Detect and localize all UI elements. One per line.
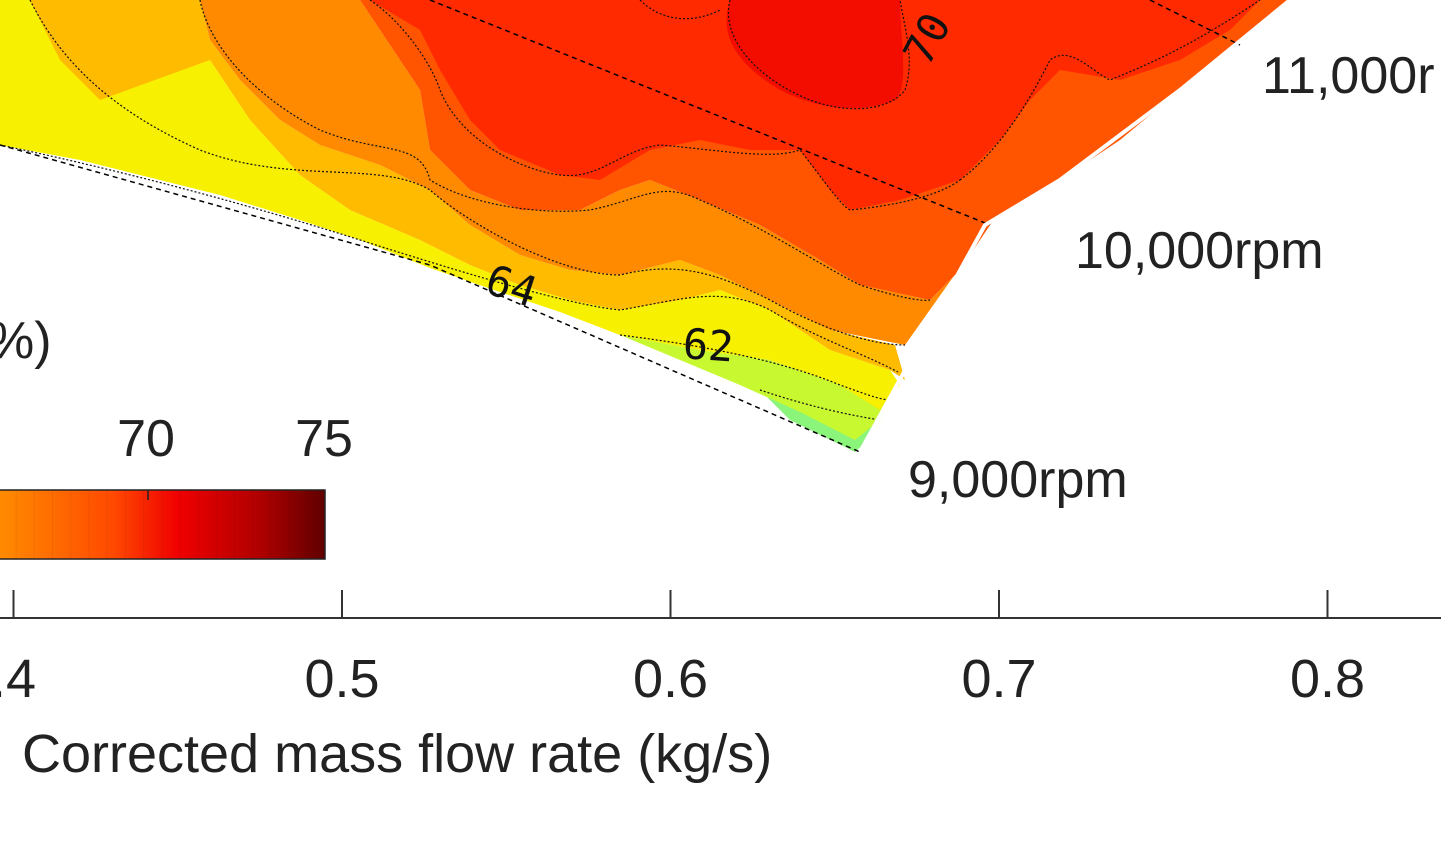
speed-line-10000 (429, 0, 991, 226)
speed-line-group (0, 0, 1241, 453)
surge-line (0, 144, 861, 453)
x-axis-title: Corrected mass flow rate (kg/s) (22, 724, 772, 784)
contour-line-65 (29, 0, 906, 346)
contour-label-62: 62 (681, 319, 735, 371)
speed-label-11000: 11,000r (1262, 47, 1435, 105)
x-axis: .4 0.5 0.6 0.7 0.8 Corrected mass flow rate … (0, 590, 1441, 784)
contour-line-69 (639, 0, 721, 20)
speed-line-11000 (1149, 0, 1241, 46)
contour-line-group (0, 0, 1261, 421)
speed-label-group: 11,000r 10,000rpm 9,000rpm (908, 47, 1435, 509)
x-tick-label: 0.8 (1290, 649, 1365, 709)
x-tick-label: 0.7 (961, 649, 1036, 709)
contour-band-lime (620, 335, 890, 440)
contour-fill-group (0, 0, 1290, 452)
contour-line-66 (199, 0, 931, 301)
colorbar: 70 75 (0, 410, 353, 560)
colorbar-bar (0, 489, 326, 560)
x-tick-label: 0.5 (304, 649, 379, 709)
choke-edge (858, 0, 1292, 453)
contour-band-orange-light (30, 0, 905, 380)
colorbar-title-fragment: %) (0, 312, 52, 370)
contour-band-orange (200, 0, 990, 345)
contour-line-67 (959, 0, 1261, 181)
contour-line-68 (369, 0, 961, 211)
speed-label-9000: 9,000rpm (908, 451, 1128, 509)
contour-band-yellow (0, 0, 900, 410)
contour-band-red (370, 0, 1260, 210)
colorbar-tick-label-70: 70 (117, 410, 175, 468)
contour-band-deep-red (726, 0, 904, 109)
contour-line-63 (619, 334, 891, 401)
colorbar-stripes (15, 491, 308, 558)
x-tick-label: .4 (0, 649, 36, 709)
speed-label-10000: 10,000rpm (1075, 222, 1324, 280)
contour-line-70 (727, 0, 910, 110)
x-tick-label: 0.6 (633, 649, 708, 709)
colorbar-tick-label-75: 75 (295, 410, 353, 468)
x-tick-group: .4 0.5 0.6 0.7 0.8 (0, 590, 1365, 709)
contour-line-64 (0, 144, 899, 373)
